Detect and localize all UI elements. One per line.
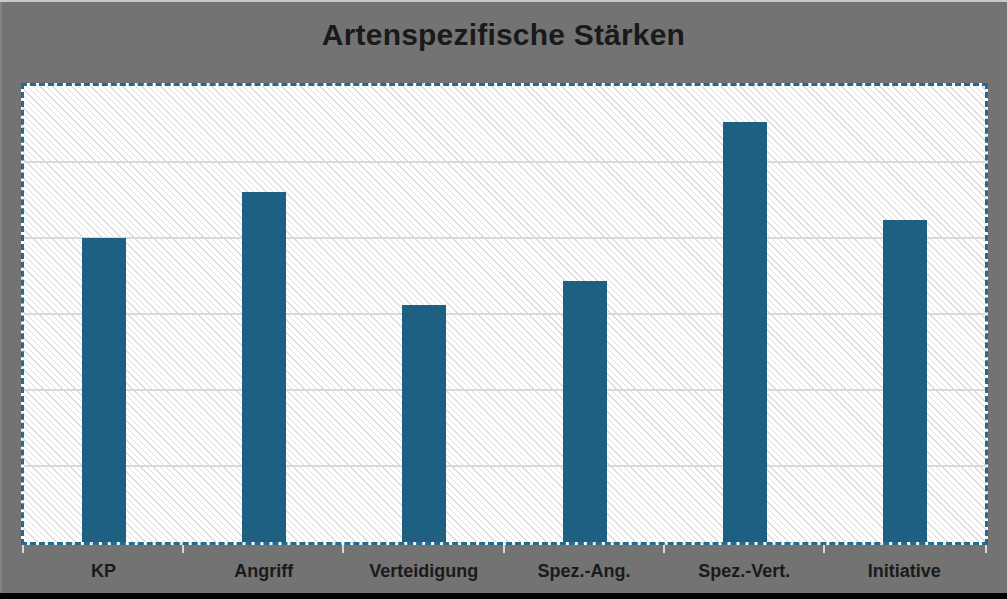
bar-Spez.-Vert.[interactable] <box>723 122 767 542</box>
bar-Angriff[interactable] <box>242 192 286 542</box>
x-axis-label: Spez.-Ang. <box>504 561 665 582</box>
window-left-edge <box>0 2 2 593</box>
x-axis-label: Verteidigung <box>343 561 504 582</box>
x-axis-tick <box>22 545 24 553</box>
x-axis-tick <box>663 545 665 553</box>
x-axis-label: KP <box>23 561 184 582</box>
window-bottom-edge <box>0 593 1007 599</box>
gridline <box>24 161 985 163</box>
x-axis-label: Angriff <box>183 561 344 582</box>
bar-Verteidigung[interactable] <box>402 305 446 542</box>
gridline <box>24 389 985 391</box>
x-axis: KPAngriffVerteidigungSpez.-Ang.Spez.-Ver… <box>21 545 988 595</box>
x-axis-tick <box>182 545 184 553</box>
bar-KP[interactable] <box>82 238 126 542</box>
bar-Spez.-Ang.[interactable] <box>563 281 607 542</box>
x-axis-tick <box>503 545 505 553</box>
plot-inner <box>24 86 985 542</box>
gridline <box>24 313 985 315</box>
plot-area[interactable] <box>21 83 988 545</box>
chart-title: Artenspezifische Stärken <box>0 18 1007 52</box>
x-axis-label: Initiative <box>824 561 985 582</box>
window-top-edge <box>0 0 1007 2</box>
x-axis-tick <box>823 545 825 553</box>
chart-canvas: Artenspezifische Stärken KPAngriffVertei… <box>0 0 1007 599</box>
gridline <box>24 465 985 467</box>
x-axis-label: Spez.-Vert. <box>664 561 825 582</box>
x-axis-tick <box>342 545 344 553</box>
bar-Initiative[interactable] <box>883 220 927 542</box>
x-axis-tick <box>985 545 987 553</box>
gridline <box>24 237 985 239</box>
